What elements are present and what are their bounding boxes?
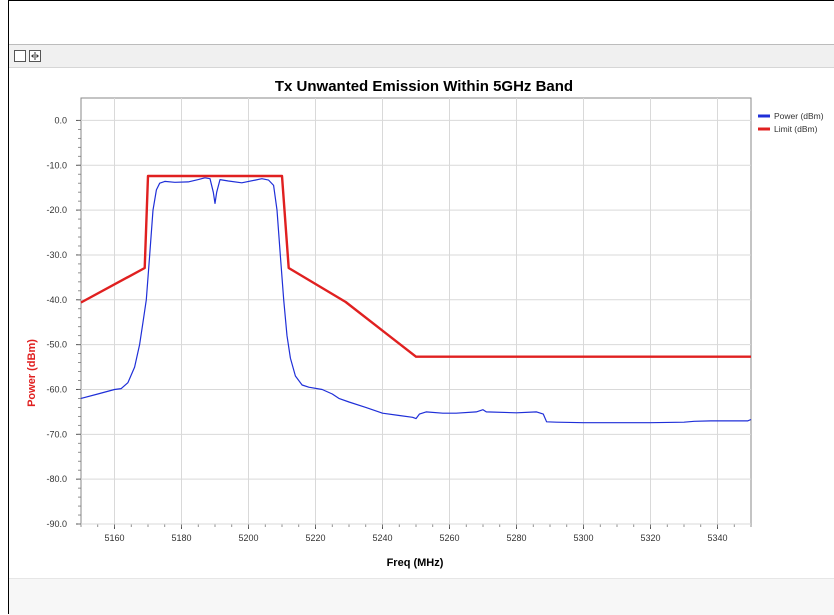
x-tick-label: 5200 (238, 533, 258, 543)
chart-toolbar (9, 44, 834, 68)
y-tick-label: -10.0 (46, 160, 67, 170)
x-tick-label: 5320 (640, 533, 660, 543)
y-tick-label: -30.0 (46, 250, 67, 260)
series-line-limit (80, 174, 751, 358)
y-tick-label: -90.0 (46, 519, 67, 529)
y-tick-label: -50.0 (46, 340, 67, 350)
legend-label-limit: Limit (dBm) (774, 124, 818, 134)
plot-series (80, 174, 752, 424)
x-tick-label: 5280 (506, 533, 526, 543)
chart-title: Tx Unwanted Emission Within 5GHz Band (275, 78, 573, 95)
square-icon[interactable] (14, 50, 26, 62)
legend: Power (dBm) Limit (dBm) (758, 111, 824, 134)
x-tick-label: 5240 (372, 533, 392, 543)
x-tick-label: 5160 (104, 533, 124, 543)
x-tick-label: 5220 (305, 533, 325, 543)
x-tick-label: 5340 (707, 533, 727, 543)
y-axis-label: Power (dBm) (26, 339, 38, 407)
tick-labels: 5160 5180 5200 5220 5240 5260 5280 5300 5320 5340… (46, 115, 727, 543)
y-tick-label: -80.0 (46, 474, 67, 484)
plot-border (80, 97, 752, 525)
chart-svg: Tx Unwanted Emission Within 5GHz Band Po… (26, 78, 824, 569)
split-arrows-icon[interactable] (29, 50, 41, 62)
y-tick-label: -40.0 (46, 295, 67, 305)
series-line-power (80, 177, 752, 424)
x-tick-label: 5260 (439, 533, 459, 543)
chart-area: Tx Unwanted Emission Within 5GHz Band Po… (9, 68, 834, 578)
x-tick-label: 5300 (573, 533, 593, 543)
y-tick-label: -60.0 (46, 384, 67, 394)
y-tick-label: -70.0 (46, 429, 67, 439)
legend-label-power: Power (dBm) (774, 111, 824, 121)
grid (76, 97, 752, 529)
y-tick-label: 0.0 (54, 115, 67, 125)
status-bar (9, 578, 834, 615)
x-tick-label: 5180 (171, 533, 191, 543)
window-frame (8, 0, 834, 614)
y-tick-label: -20.0 (46, 205, 67, 215)
x-axis-label: Freq (MHz) (387, 557, 444, 569)
